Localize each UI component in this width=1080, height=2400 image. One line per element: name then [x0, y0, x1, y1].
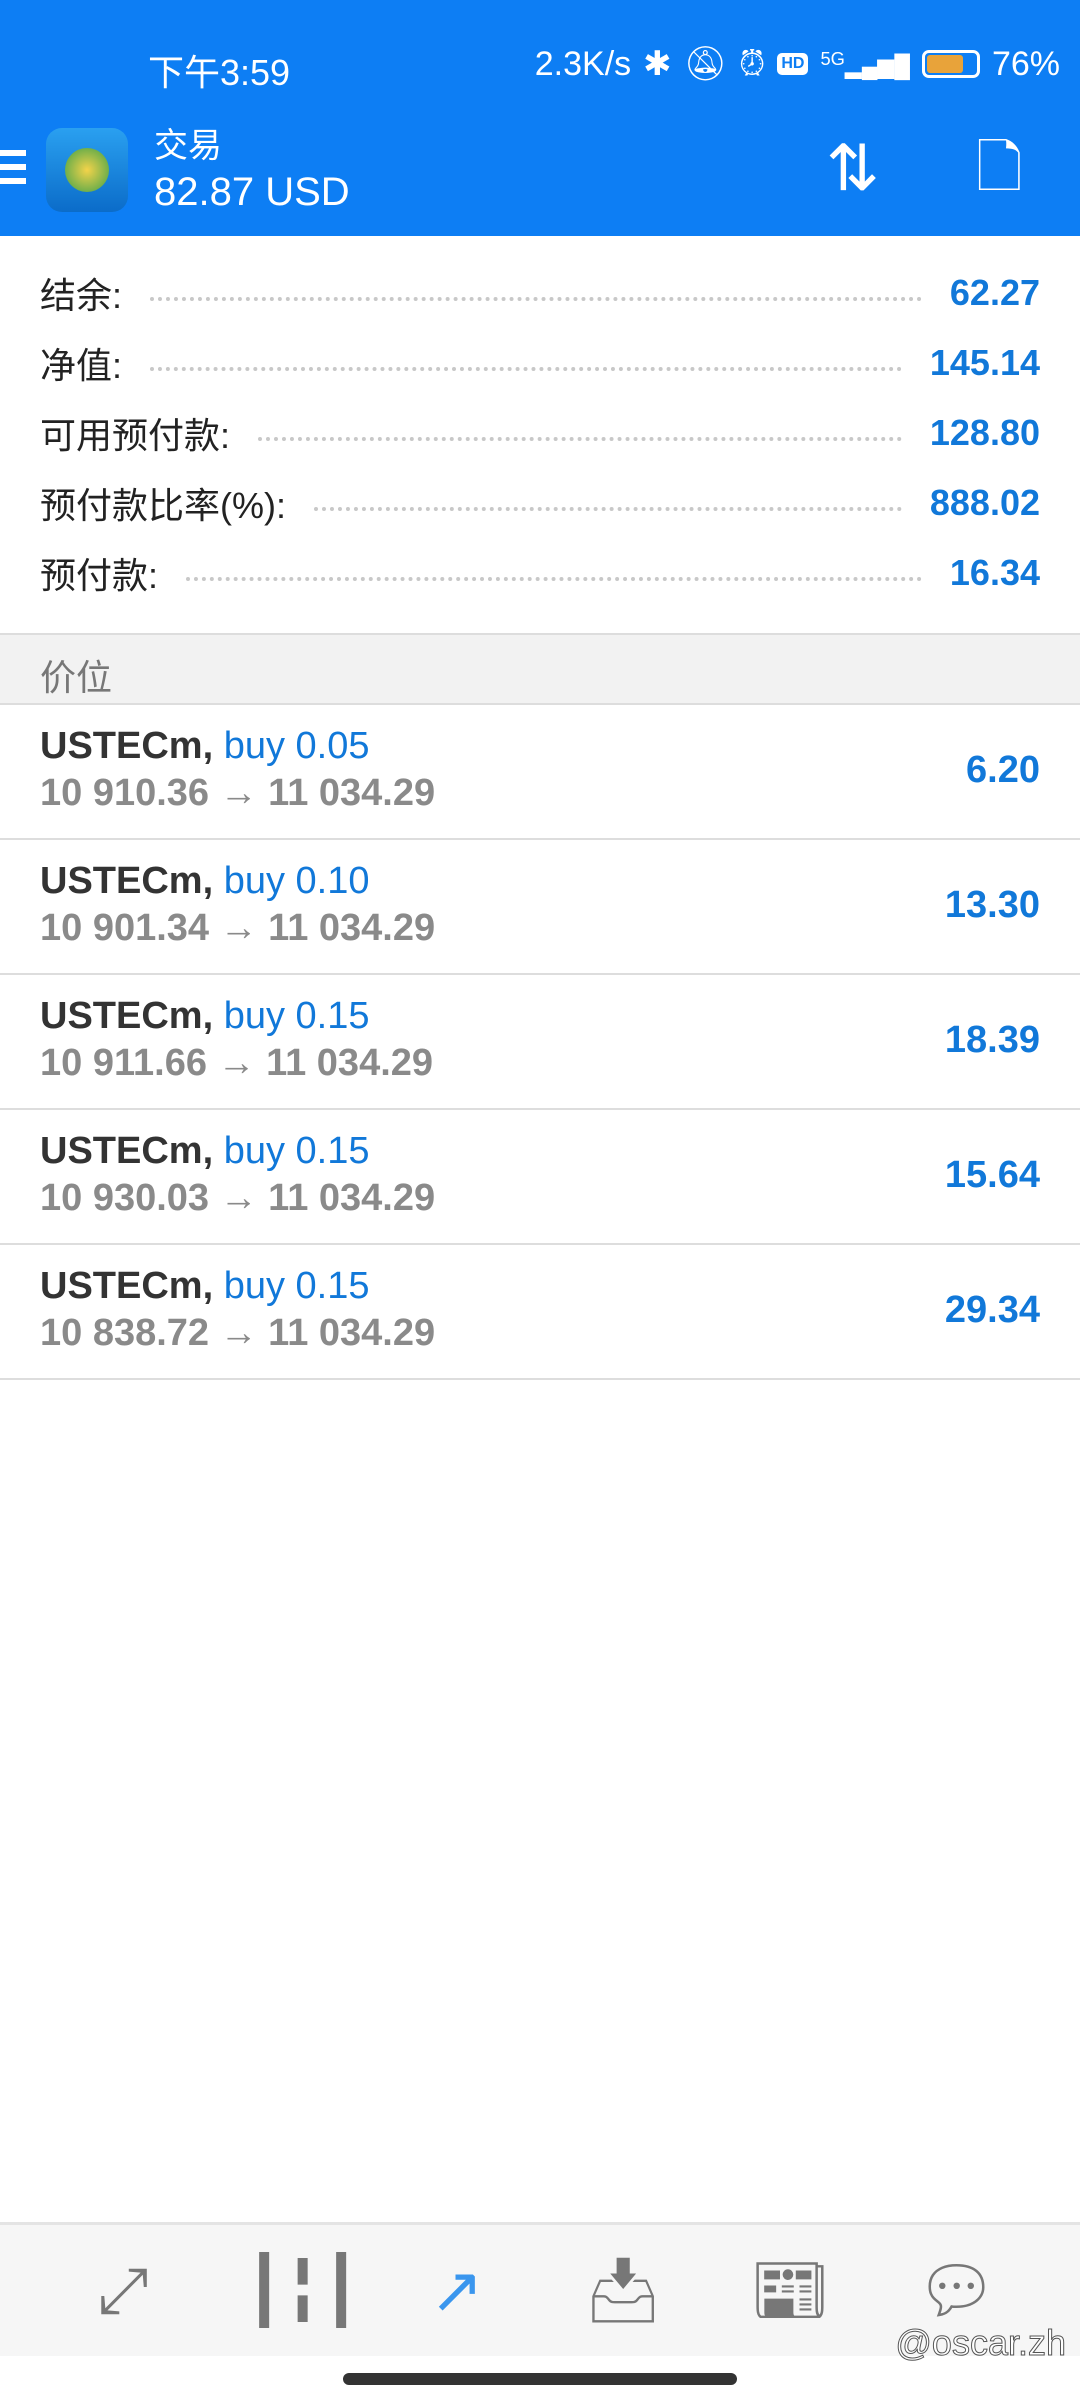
summary-row-free-margin: 可用预付款: 128.80	[0, 398, 1080, 468]
alarm-icon: ⏰︎	[738, 44, 766, 83]
position-symbol: USTECm,	[40, 860, 214, 902]
position-row[interactable]: USTECm, buy 0.15 10 911.66 → 11 034.29 18.…	[0, 975, 1080, 1110]
position-symbol: USTECm,	[40, 1265, 214, 1307]
watermark: @oscar.zh	[895, 2322, 1067, 2364]
summary-label: 净值:	[40, 345, 123, 386]
hd-icon: HD	[777, 53, 809, 75]
sort-icon[interactable]: ⇅	[826, 132, 880, 204]
position-profit: 13.30	[944, 884, 1040, 926]
summary-value: 128.80	[929, 412, 1040, 453]
bluetooth-icon: ✱	[643, 45, 672, 83]
position-side: buy 0.05	[223, 725, 370, 767]
home-indicator[interactable]	[343, 2373, 737, 2385]
position-prices: 10 838.72 → 11 034.29	[40, 1312, 436, 1354]
position-profit: 18.39	[944, 1019, 1040, 1061]
trade-icon[interactable]: ↗	[429, 2254, 484, 2326]
position-prices: 10 930.03 → 11 034.29	[40, 1177, 436, 1219]
position-row[interactable]: USTECm, buy 0.15 10 930.03 → 11 034.29 15.…	[0, 1110, 1080, 1245]
inbox-icon[interactable]: 📥︎	[582, 2254, 664, 2326]
summary-row-balance: 结余: 62.27	[0, 258, 1080, 328]
new-order-icon[interactable]: 🗋︎	[976, 135, 1023, 200]
position-symbol: USTECm,	[40, 995, 214, 1037]
mute-icon: 🔕︎	[683, 45, 727, 83]
signal-icon: 5G▂▄▆█	[820, 48, 910, 79]
top-bar: 下午3:59 2.3K/s ✱ 🔕︎ ⏰︎ HD 5G▂▄▆█ 76% 交易 8…	[0, 0, 1080, 236]
summary-value: 16.34	[949, 552, 1040, 593]
summary-label: 可用预付款:	[40, 415, 231, 456]
position-profit: 15.64	[944, 1154, 1040, 1196]
summary-row-margin-level: 预付款比率(%): 888.02	[0, 468, 1080, 538]
position-profit: 29.34	[944, 1289, 1040, 1331]
position-prices: 10 910.36 → 11 034.29	[40, 772, 436, 814]
account-summary: 结余: 62.27 净值: 145.14 可用预付款: 128.80 预付款比率(%)…	[0, 258, 1080, 608]
position-side: buy 0.15	[223, 1130, 370, 1172]
net-speed: 2.3K/s	[534, 44, 632, 83]
summary-value: 888.02	[929, 482, 1040, 523]
app-logo	[46, 128, 128, 212]
battery-level: 76%	[991, 44, 1060, 83]
news-icon[interactable]: 📰︎	[749, 2254, 831, 2326]
summary-label: 预付款比率(%):	[40, 485, 286, 526]
position-row[interactable]: USTECm, buy 0.15 10 838.72 → 11 034.29 29.…	[0, 1245, 1080, 1380]
positions-list: USTECm, buy 0.05 10 910.36 → 11 034.29 6.2…	[0, 705, 1080, 1380]
status-time: 下午3:59	[148, 52, 291, 93]
summary-row-equity: 净值: 145.14	[0, 328, 1080, 398]
status-bar: 下午3:59 2.3K/s ✱ 🔕︎ ⏰︎ HD 5G▂▄▆█ 76%	[0, 44, 1080, 94]
summary-label: 结余:	[40, 275, 123, 316]
position-row[interactable]: USTECm, buy 0.10 10 901.34 → 11 034.29 13.…	[0, 840, 1080, 975]
summary-row-margin: 预付款: 16.34	[0, 538, 1080, 608]
page-title: 交易	[154, 127, 222, 165]
bottom-nav: ⤢ ┃╏┃ ↗ 📥︎ 📰︎ 💬︎	[0, 2222, 1080, 2356]
position-side: buy 0.15	[223, 1265, 370, 1307]
section-header: 价位	[0, 633, 1080, 705]
position-side: buy 0.15	[223, 995, 370, 1037]
chart-icon[interactable]: ┃╏┃	[244, 2254, 361, 2326]
position-row[interactable]: USTECm, buy 0.05 10 910.36 → 11 034.29 6.2…	[0, 705, 1080, 840]
summary-value: 145.14	[929, 342, 1040, 383]
summary-label: 预付款:	[40, 555, 159, 596]
account-balance: 82.87 USD	[154, 170, 350, 214]
summary-value: 62.27	[949, 272, 1040, 313]
position-prices: 10 901.34 → 11 034.29	[40, 907, 436, 949]
chat-icon[interactable]: 💬︎	[915, 2254, 998, 2326]
battery-icon	[921, 50, 980, 78]
position-prices: 10 911.66 → 11 034.29	[40, 1042, 434, 1084]
position-side: buy 0.10	[223, 860, 370, 902]
position-profit: 6.20	[966, 749, 1040, 791]
quotes-icon[interactable]: ⤢	[97, 2254, 149, 2326]
position-symbol: USTECm,	[40, 725, 214, 767]
menu-icon[interactable]	[0, 150, 26, 192]
position-symbol: USTECm,	[40, 1130, 214, 1172]
